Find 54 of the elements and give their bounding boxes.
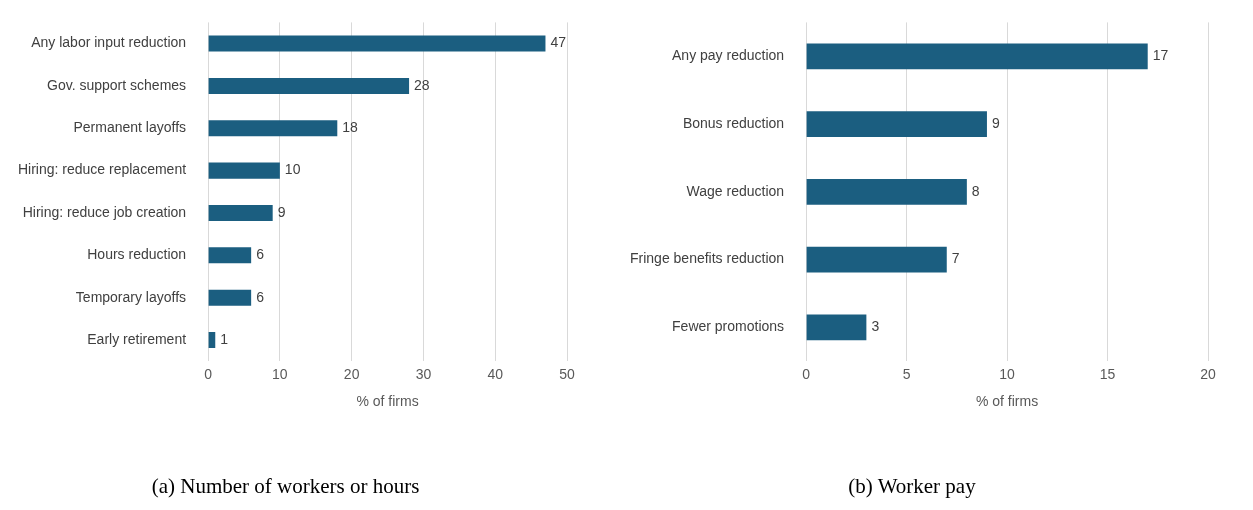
- x-tick-label: 0: [802, 366, 811, 383]
- y-tick-label: Hiring: reduce job creation: [22, 203, 187, 220]
- data-label: 6: [256, 288, 265, 305]
- bar: [806, 43, 1148, 70]
- x-tick-label: 0: [204, 366, 213, 383]
- y-tick-label: Any pay reduction: [672, 47, 785, 64]
- bar: [208, 289, 252, 306]
- bar: [806, 314, 867, 341]
- y-tick-label: Fringe benefits reduction: [630, 250, 785, 267]
- x-tick-label: 10: [999, 366, 1016, 383]
- bar: [208, 77, 410, 94]
- x-tick-label: 5: [902, 366, 911, 383]
- y-tick-label: Hours reduction: [87, 246, 187, 263]
- y-tick-label: Early retirement: [87, 330, 187, 347]
- bar: [806, 111, 987, 137]
- bar: [806, 178, 967, 205]
- data-label: 7: [951, 250, 960, 267]
- data-label: 9: [991, 114, 1000, 131]
- x-tick-label: 10: [272, 366, 288, 383]
- x-tick-label: 30: [415, 366, 432, 383]
- x-tick-label: 20: [1200, 366, 1216, 383]
- bar: [208, 204, 273, 222]
- data-label: 9: [277, 203, 286, 220]
- y-tick-label: Fewer promotions: [672, 318, 785, 335]
- data-label: 1: [220, 330, 229, 347]
- bar: [806, 246, 947, 273]
- y-tick-label: Any labor input reduction: [31, 34, 187, 51]
- y-tick-label: Wage reduction: [686, 182, 785, 199]
- data-label: 47: [550, 34, 567, 51]
- data-label: 8: [971, 182, 980, 199]
- data-label: 3: [871, 318, 880, 335]
- x-tick-label: 50: [559, 366, 575, 383]
- bar: [208, 35, 546, 52]
- data-label: 28: [414, 76, 430, 93]
- data-label: 10: [284, 161, 301, 178]
- y-tick-label: Gov. support schemes: [47, 76, 187, 93]
- x-tick-label: 20: [343, 366, 360, 383]
- data-label: 6: [256, 246, 265, 263]
- x-tick-label: 40: [487, 366, 504, 383]
- x-tick-label: 15: [1099, 366, 1116, 383]
- bar: [208, 331, 216, 349]
- y-tick-label: Temporary layoffs: [75, 288, 187, 305]
- x-axis-title: % of firms: [975, 393, 1039, 410]
- data-label: 17: [1152, 47, 1169, 64]
- bar: [208, 162, 280, 179]
- data-label: 18: [342, 119, 359, 136]
- text: (b) Worker pay: [848, 473, 977, 498]
- y-tick-label: Hiring: reduce replacement: [17, 161, 187, 178]
- y-tick-label: Bonus reduction: [682, 114, 785, 131]
- bar: [208, 120, 338, 137]
- x-axis-title: % of firms: [356, 393, 419, 410]
- bar: [208, 247, 252, 264]
- text: (a) Number of workers or hours: [151, 473, 420, 498]
- y-tick-label: Permanent layoffs: [73, 119, 187, 136]
